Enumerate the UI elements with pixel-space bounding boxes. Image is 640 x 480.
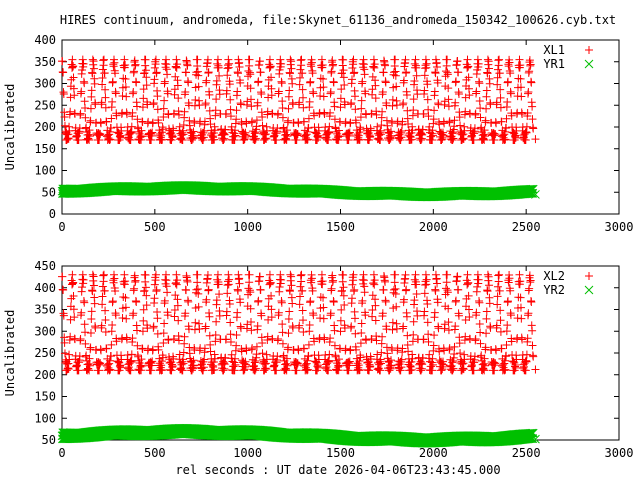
series-yr1 (57, 181, 540, 202)
x-tick-label: 2000 (419, 220, 448, 234)
chart-panel-2: 0 500 1000 1500 2000 2500 3000 50 100 150 200 250 30… (3, 259, 633, 460)
y-tick-label: 450 (34, 259, 56, 273)
y-axis-label: Uncalibrated (3, 310, 17, 397)
legend-marker (585, 272, 593, 280)
y-tick-label: 350 (34, 55, 56, 69)
y-tick-label: 150 (34, 390, 56, 404)
x-tick-label: 0 (58, 220, 65, 234)
data-points-yr1 (57, 181, 540, 202)
data-points-xl2 (58, 270, 540, 375)
chart-panels: 0 500 1000 1500 2000 2500 30000501001502002503… (3, 33, 633, 460)
legend-label: XL1 (543, 43, 565, 57)
series-yr2 (57, 423, 540, 448)
y-tick-label: 250 (34, 98, 56, 112)
y-tick-label: 300 (34, 324, 56, 338)
chart-panel-1: 0 500 1000 1500 2000 2500 3000 0 50 100 150 200 250 3… (3, 33, 633, 234)
y-tick-label: 200 (34, 368, 56, 382)
x-tick-label: 3000 (605, 446, 634, 460)
y-tick-label: 200 (34, 120, 56, 134)
data-points-yr2 (57, 423, 540, 448)
y-tick-label: 150 (34, 142, 56, 156)
x-tick-label: 500 (144, 220, 166, 234)
plot-frame (61, 265, 620, 441)
x-tick-label: 2500 (512, 446, 541, 460)
chart-title: HIRES continuum, andromeda, file:Skynet_… (60, 13, 616, 27)
y-tick-label: 100 (34, 164, 56, 178)
x-tick-label: 1000 (233, 446, 262, 460)
x-tick-label: 2500 (512, 220, 541, 234)
legend-label: YR1 (543, 57, 565, 71)
legend-marker (584, 285, 594, 295)
y-tick-label: 250 (34, 346, 56, 360)
x-tick-label: 3000 (605, 220, 634, 234)
x-axis-label: rel seconds : UT date 2026-04-06T23:43:4… (175, 463, 500, 477)
x-tick-label: 1500 (326, 446, 355, 460)
y-tick-label: 300 (34, 77, 56, 91)
y-tick-label: 50 (42, 433, 56, 447)
x-tick-label: 1500 (326, 220, 355, 234)
series-xl1 (58, 55, 540, 145)
legend-label: XL2 (543, 269, 565, 283)
legend-marker (585, 46, 593, 54)
x-tick-label: 0 (58, 446, 65, 460)
legend-label: YR2 (543, 283, 565, 297)
series-xl2 (58, 270, 540, 375)
x-tick-label: 1000 (233, 220, 262, 234)
y-tick-label: 0 (49, 207, 56, 221)
x-tick-label: 2000 (419, 446, 448, 460)
y-tick-label: 400 (34, 281, 56, 295)
y-tick-label: 400 (34, 33, 56, 47)
y-tick-label: 50 (42, 185, 56, 199)
y-axis-label: Uncalibrated (3, 84, 17, 171)
x-tick-label: 500 (144, 446, 166, 460)
y-tick-label: 350 (34, 303, 56, 317)
legend-marker (584, 59, 594, 69)
data-points-xl1 (58, 55, 540, 145)
y-tick-label: 100 (34, 411, 56, 425)
